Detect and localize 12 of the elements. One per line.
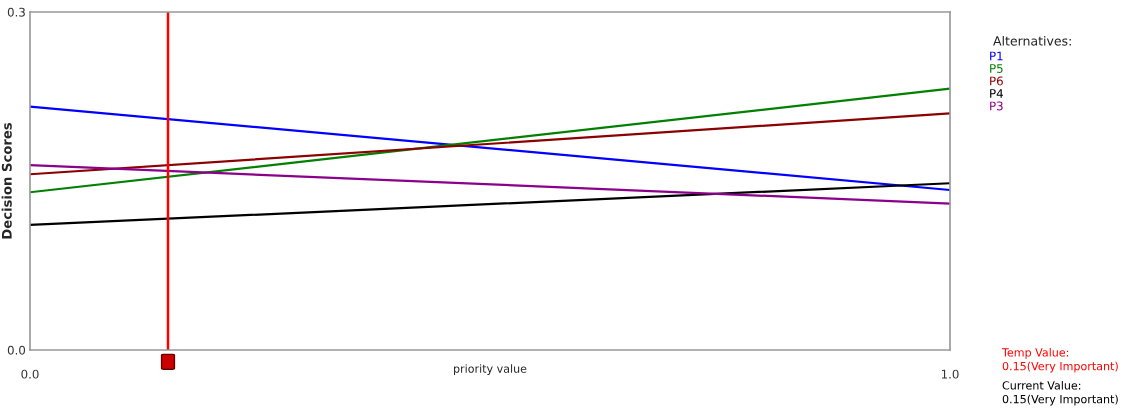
text: P4 xyxy=(990,89,1003,98)
text: P6 xyxy=(990,76,1003,86)
x-axis-title: priority value xyxy=(454,364,527,375)
text: Current Value: 0.15(Very Important) xyxy=(1002,381,1118,406)
y-axis-title: Decision Scores xyxy=(1,122,12,239)
x-tick-label: 1.0 xyxy=(941,369,959,379)
legend-title: Alternatives: xyxy=(993,35,1071,46)
y-tick-label: 0.3 xyxy=(7,7,25,17)
text: P5 xyxy=(990,64,1003,73)
text: P1 xyxy=(990,51,1003,61)
text: Temp Value: 0.15(Very Important) xyxy=(1001,348,1118,373)
text: P3 xyxy=(990,101,1003,111)
